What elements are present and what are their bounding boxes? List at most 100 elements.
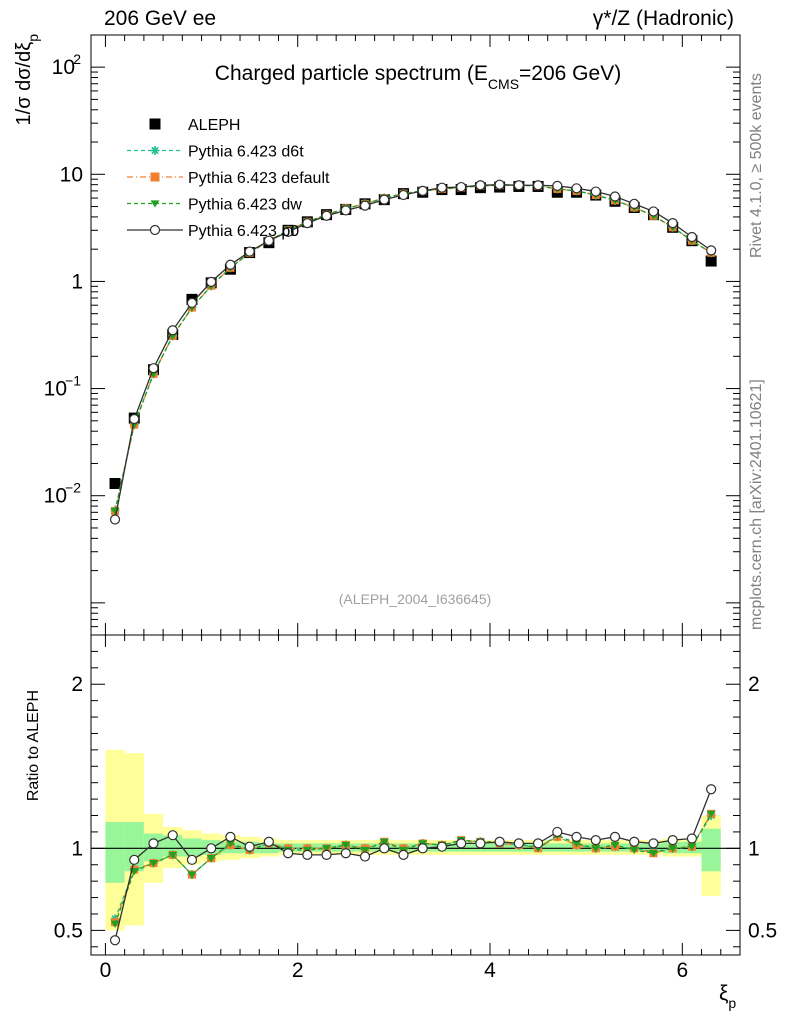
header-left: 206 GeV ee <box>104 7 217 30</box>
data-point <box>456 181 467 193</box>
ylabel-sub: p <box>25 34 41 42</box>
x-tick-label: 4 <box>484 959 496 982</box>
legend-entry-4: Pythia 6.423 p0 <box>127 223 299 240</box>
data-point <box>456 838 467 849</box>
title-tail: =206 GeV) <box>519 62 621 85</box>
data-point <box>475 180 486 191</box>
band-inner <box>182 838 202 857</box>
data-point <box>129 854 140 865</box>
data-point <box>648 206 659 217</box>
data-point <box>360 846 370 855</box>
data-point <box>168 851 178 859</box>
series-3 <box>110 182 716 928</box>
data-point <box>629 198 640 209</box>
data-point <box>667 218 678 229</box>
series-line-ratio <box>114 813 712 923</box>
data-point <box>359 851 371 862</box>
series-4 <box>109 179 717 946</box>
legend-label: Pythia 6.423 d6t <box>188 144 304 161</box>
y-tick-label: 10 <box>52 56 75 79</box>
data-point <box>609 191 621 202</box>
band-inner <box>701 828 721 872</box>
data-point <box>109 478 121 490</box>
data-point <box>225 831 236 842</box>
data-point <box>648 850 658 858</box>
data-point <box>494 179 505 190</box>
data-series <box>109 179 717 946</box>
x-tick-label: 6 <box>676 959 688 982</box>
y-tick-label-ratio-right: 0.5 <box>748 919 777 942</box>
x-tick-label: 2 <box>292 959 304 982</box>
data-point <box>186 297 198 309</box>
data-point <box>110 920 120 928</box>
y-tick-label-sup: 2 <box>73 51 81 67</box>
data-point <box>686 833 698 844</box>
data-point <box>571 831 582 842</box>
data-point <box>629 846 639 855</box>
plot-frames <box>90 34 741 956</box>
band-inner <box>547 843 567 852</box>
data-point <box>571 183 582 194</box>
data-point <box>109 514 121 525</box>
data-point <box>206 855 216 863</box>
data-point <box>552 180 563 191</box>
series-line-ratio <box>114 815 712 920</box>
data-point <box>513 180 524 191</box>
x-axis-label: ξp <box>719 982 736 1011</box>
data-point <box>609 831 621 842</box>
data-point <box>148 363 159 374</box>
ratio-frame <box>90 634 741 956</box>
data-point <box>494 836 505 847</box>
legend-entry-1: Pythia 6.423 d6t <box>127 144 304 161</box>
y-axis-label-ratio: Ratio to ALEPH <box>25 690 42 801</box>
band-inner <box>105 822 125 883</box>
data-point <box>687 843 697 851</box>
data-point <box>706 245 717 256</box>
data-point <box>302 218 313 229</box>
data-point <box>340 205 351 216</box>
data-point <box>283 226 294 237</box>
data-point <box>572 840 582 848</box>
data-point <box>379 843 390 854</box>
data-point <box>591 845 601 853</box>
chart-title: Charged particle spectrum (ECMS=206 GeV) <box>215 62 621 92</box>
data-point <box>206 276 217 287</box>
data-point <box>513 838 524 849</box>
y-tick-label-ratio: 1 <box>71 837 83 860</box>
data-point <box>398 849 409 860</box>
data-point <box>610 841 620 850</box>
legend-label: ALEPH <box>188 117 240 134</box>
legend-entry-2: Pythia 6.423 default <box>127 170 330 187</box>
data-point <box>590 835 601 846</box>
data-point <box>552 826 563 838</box>
data-point <box>187 871 197 879</box>
data-point <box>648 838 659 849</box>
data-point <box>532 180 544 191</box>
data-point <box>148 838 159 849</box>
xlabel-sub: p <box>728 995 736 1011</box>
data-point <box>436 182 448 193</box>
legend: ALEPH Pythia 6.423 d6t Pythia 6.423 defaul… <box>127 117 330 240</box>
data-point <box>532 838 544 849</box>
data-point <box>167 325 178 336</box>
title-main: Charged particle spectrum (E <box>215 62 488 85</box>
y-axis-label-main: 1/σ dσ/dξp <box>13 34 41 126</box>
data-point <box>668 845 678 853</box>
y-tick-label-sup: −1 <box>65 373 81 389</box>
data-point <box>225 259 236 270</box>
y-tick-label-ratio-right: 2 <box>748 673 760 696</box>
data-point <box>244 841 255 852</box>
data-point <box>244 246 255 257</box>
data-point <box>129 413 140 425</box>
y-tick-label: 1 <box>71 270 83 293</box>
data-point <box>705 255 717 267</box>
title-sub: CMS <box>488 76 519 92</box>
data-point <box>686 231 698 243</box>
ratio-uncertainty-bands <box>91 749 740 931</box>
data-point <box>475 838 486 849</box>
data-point <box>150 146 160 155</box>
data-point <box>263 235 274 246</box>
data-point <box>283 848 294 859</box>
data-point <box>667 835 678 846</box>
